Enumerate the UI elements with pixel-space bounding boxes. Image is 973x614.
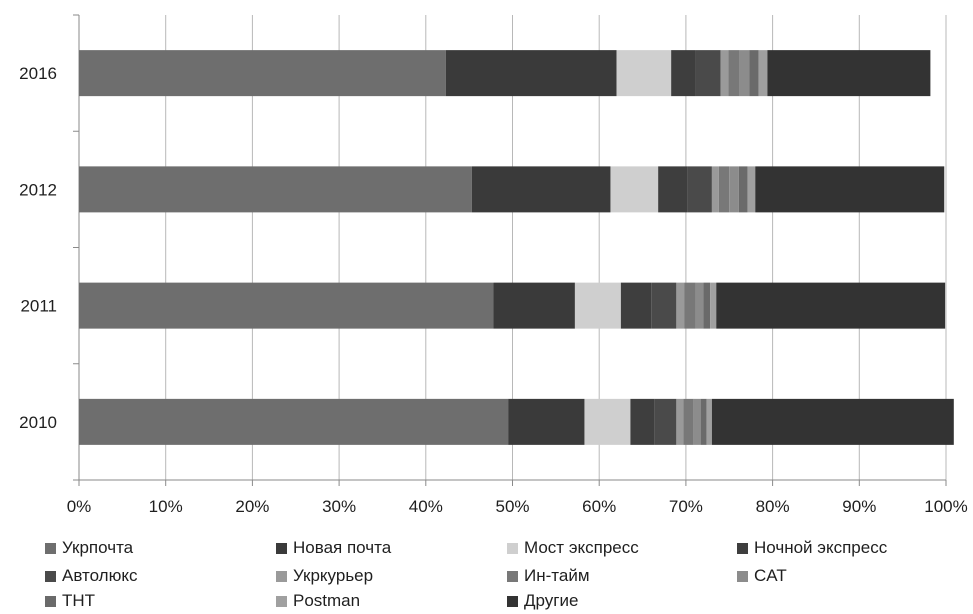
bar-segment: [671, 50, 696, 97]
bar-segment: [720, 50, 729, 97]
bar-segment: [574, 282, 621, 329]
bar-segment: [718, 166, 730, 213]
x-tick-label: 10%: [149, 497, 183, 516]
bar-segment: [706, 398, 712, 445]
legend-item: CAT: [737, 565, 787, 587]
bar-segment: [651, 282, 677, 329]
legend-item: Укркурьер: [276, 565, 373, 587]
x-tick-label: 50%: [495, 497, 529, 516]
bar-segment: [695, 50, 721, 97]
y-category-label: 2016: [19, 64, 57, 83]
bar-segment: [729, 166, 739, 213]
legend-swatch: [45, 595, 56, 607]
bar-segment: [711, 166, 719, 213]
legend-swatch: [45, 570, 56, 582]
bar-segment: [711, 398, 954, 445]
bar-segment: [630, 398, 655, 445]
x-tick-label: 100%: [924, 497, 967, 516]
legend-item: THT: [45, 590, 95, 612]
legend-swatch: [507, 570, 518, 582]
bar-segment: [747, 166, 756, 213]
bar-segment: [749, 50, 759, 97]
bar-segment: [79, 166, 472, 213]
bar-segment: [445, 50, 617, 97]
y-category-label: 2011: [20, 297, 57, 316]
chart-legend: Укрпочта Новая почта Мост экспресс Ночной э…: [0, 535, 973, 614]
bar-segment: [755, 166, 945, 213]
bar-segment: [683, 398, 694, 445]
bar-segment: [693, 398, 701, 445]
bar-segment: [79, 282, 494, 329]
bar-segment: [584, 398, 631, 445]
bar-segment: [703, 282, 711, 329]
legend-swatch: [45, 542, 56, 554]
legend-swatch: [737, 570, 748, 582]
bar-segment: [739, 50, 750, 97]
bar-segment: [758, 50, 768, 97]
x-tick-label: 60%: [582, 497, 616, 516]
bar-segment: [676, 282, 685, 329]
legend-swatch: [507, 595, 518, 607]
bar-segment: [676, 398, 684, 445]
bar-segment: [687, 166, 712, 213]
legend-item: Ночной экспресс: [737, 537, 887, 559]
legend-item: Ин-тайм: [507, 565, 590, 587]
x-tick-label: 40%: [409, 497, 443, 516]
bar-segment: [508, 398, 585, 445]
bar-segment: [710, 282, 717, 329]
bar-segment: [79, 50, 446, 97]
bar-segment: [716, 282, 946, 329]
bar-segment: [493, 282, 575, 329]
bar-segment: [738, 166, 748, 213]
legend-label: Ин-тайм: [524, 566, 590, 585]
legend-item: Укрпочта: [45, 537, 133, 559]
legend-item: Мост экспресс: [507, 537, 639, 559]
stacked-bar-chart: 0% 10% 20% 30% 40% 50% 60% 70% 80% 90% 100% 2016 201…: [19, 14, 968, 516]
x-tick-label: 90%: [842, 497, 876, 516]
legend-label: Ночной экспресс: [754, 538, 888, 557]
legend-item: Автолюкс: [45, 565, 137, 587]
legend-label: THT: [62, 591, 96, 610]
x-tick-label: 70%: [669, 497, 703, 516]
legend-label: Postman: [293, 591, 361, 610]
legend-swatch: [737, 542, 748, 554]
x-tick-label: 80%: [756, 497, 790, 516]
legend-label: Мост экспресс: [524, 538, 639, 557]
bar-segment: [610, 166, 659, 213]
legend-label: Другие: [524, 591, 579, 610]
legend-label: Новая почта: [293, 538, 392, 557]
x-tick-label: 0%: [67, 497, 92, 516]
legend-swatch: [507, 542, 518, 554]
bar-segment: [767, 50, 931, 97]
legend-item: Postman: [276, 590, 360, 612]
bar-segment: [79, 398, 509, 445]
legend-swatch: [276, 595, 287, 607]
legend-item: Новая почта: [276, 537, 391, 559]
legend-swatch: [276, 570, 287, 582]
legend-item: Другие: [507, 590, 578, 612]
y-category-label: 2010: [19, 413, 57, 432]
x-tick-label: 30%: [322, 497, 356, 516]
bar-segment: [658, 166, 688, 213]
bar-segment: [695, 282, 704, 329]
legend-label: Автолюкс: [62, 566, 138, 585]
bar-segment: [616, 50, 672, 97]
legend-swatch: [276, 542, 287, 554]
y-category-label: 2012: [19, 180, 57, 199]
bar-segment: [620, 282, 652, 329]
bar-segment: [700, 398, 707, 445]
bar-segment: [471, 166, 611, 213]
legend-label: Укрпочта: [62, 538, 134, 557]
bar-segment: [654, 398, 677, 445]
x-tick-label: 20%: [235, 497, 269, 516]
bar-segment: [684, 282, 696, 329]
legend-label: CAT: [754, 566, 787, 585]
legend-label: Укркурьер: [293, 566, 374, 585]
bar-segment: [728, 50, 740, 97]
